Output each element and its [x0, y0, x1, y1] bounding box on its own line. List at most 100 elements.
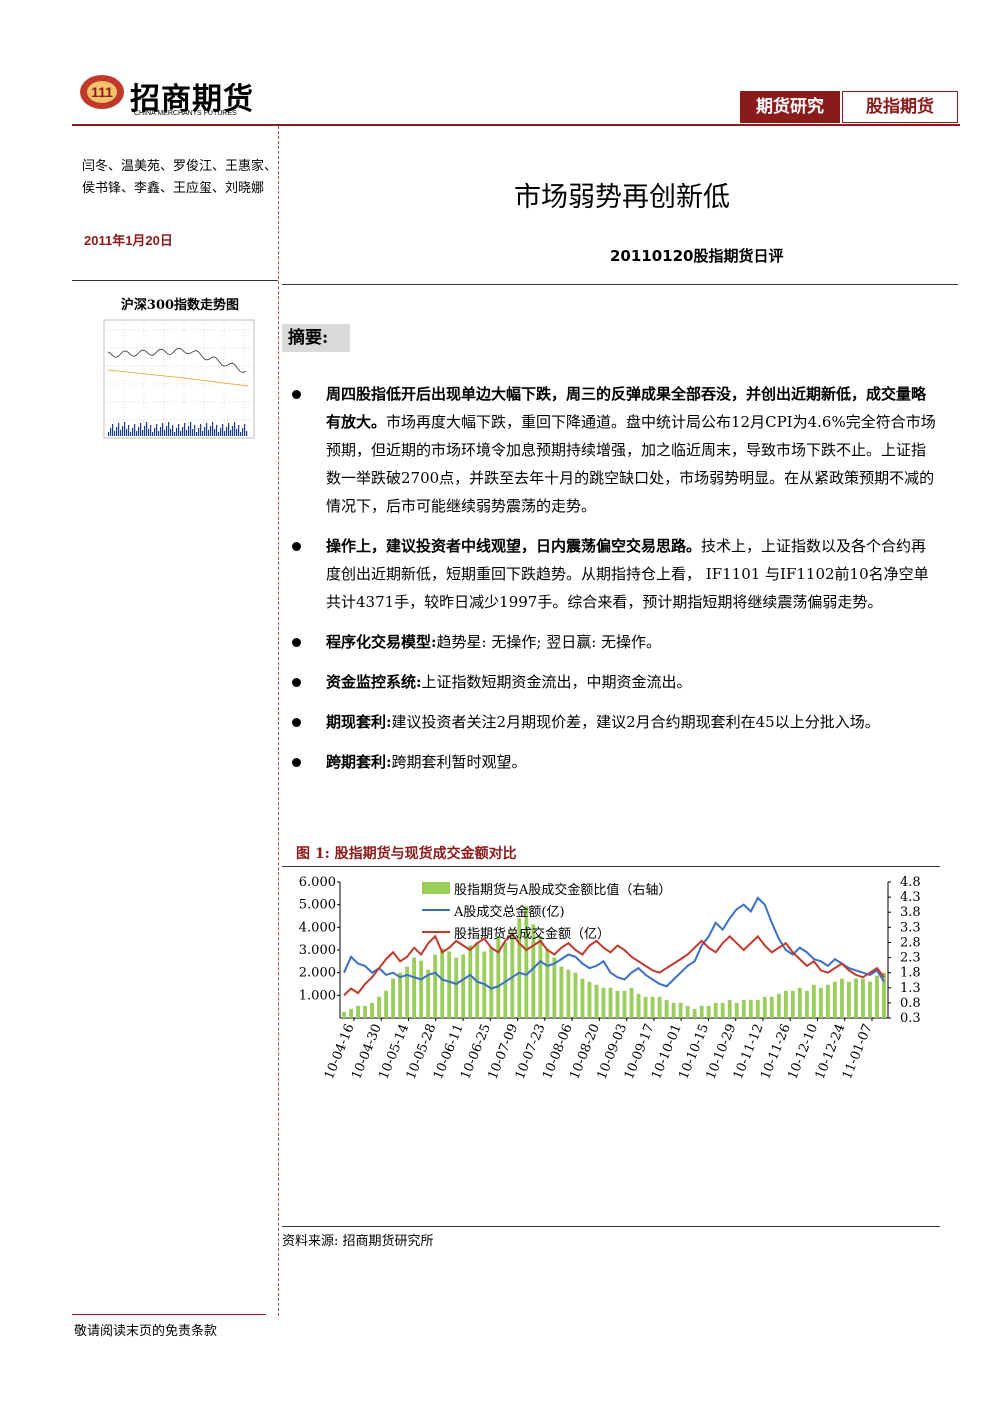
thumb-volume-bar: [246, 431, 248, 436]
thumb-volume-bar: [224, 431, 226, 436]
thumb-volume-bar: [222, 424, 224, 436]
ratio-bar: [699, 1005, 704, 1018]
thumbnail-title: 沪深300指数走势图: [120, 298, 240, 313]
ratio-bar: [861, 978, 865, 1018]
ratio-bar: [685, 1005, 690, 1018]
thumb-volume-bar: [116, 427, 118, 436]
ratio-bar: [811, 984, 816, 1018]
thumb-volume-bar: [184, 423, 186, 436]
ratio-bar: [615, 990, 620, 1018]
thumb-volume-bar: [200, 424, 202, 436]
ratio-bar: [370, 1002, 374, 1018]
thumb-volume-bar: [196, 432, 198, 436]
y-right-tick-label: 1.8: [900, 966, 921, 981]
ratio-bar: [769, 996, 774, 1018]
ratio-bar: [629, 987, 634, 1018]
thumb-volume-bar: [108, 432, 110, 436]
thumb-volume-bar: [182, 427, 184, 436]
figure-title: 图 1: 股指期货与现货成交金额对比: [296, 846, 517, 862]
figure-source: 资料来源: 招商期货研究所: [282, 1234, 434, 1249]
thumb-volume-bar: [244, 424, 246, 436]
thumb-volume-bar: [160, 427, 162, 436]
ratio-bar: [587, 981, 592, 1018]
thumb-volume-bar: [166, 426, 168, 436]
thumb-volume-bar: [172, 425, 174, 436]
ratio-bar: [559, 966, 564, 1018]
thumb-volume-bar: [242, 428, 244, 436]
thumb-price-line: [107, 347, 247, 373]
ratio-bar: [875, 975, 879, 1018]
thumb-volume-bar: [110, 428, 112, 436]
ratio-bar: [496, 936, 501, 1018]
thumb-volume-bar: [226, 427, 228, 436]
thumb-volume-bar: [180, 431, 182, 436]
thumb-volume-bar: [146, 422, 148, 436]
thumb-volume-bar: [220, 428, 222, 436]
y-right-tick-label: 3.8: [900, 905, 921, 920]
thumb-volume-bar: [150, 425, 152, 436]
ratio-bar: [503, 942, 508, 1018]
ratio-bar: [622, 990, 627, 1018]
company-english-name: CHINA MERCHANTS FUTURES: [134, 110, 237, 117]
company-name: 招商期货: [130, 82, 254, 117]
bullet-lead: 操作上，建议投资者中线观望，日内震荡偏空交易思路。: [326, 537, 702, 555]
bullet-body: 跨期套利暂时观望。: [391, 753, 527, 771]
ratio-bar: [573, 972, 578, 1018]
thumb-volume-bar: [114, 431, 116, 436]
ratio-bar: [832, 981, 837, 1018]
ratio-bar: [531, 924, 536, 1018]
list-item: 操作上，建议投资者中线观望，日内震荡偏空交易思路。技术上，上证指数以及各个合约再…: [286, 532, 940, 616]
thumb-volume-bar: [186, 430, 188, 436]
ratio-bar: [349, 1008, 353, 1018]
bullet-lead: 程序化交易模型:: [326, 633, 437, 651]
ratio-bar: [657, 996, 662, 1018]
y-right-tick-label: 4.3: [900, 890, 921, 905]
bullet-icon: [292, 758, 301, 767]
ratio-bar: [608, 987, 613, 1018]
ratio-bar: [776, 993, 781, 1018]
thumb-volume-bar: [194, 425, 196, 436]
y-right-tick-label: 2.3: [900, 951, 921, 966]
ratio-bar: [426, 969, 431, 1018]
ratio-bar: [433, 954, 438, 1018]
ratio-bar: [804, 990, 809, 1018]
thumb-volume-bar: [176, 428, 178, 436]
thumb-volume-bar: [122, 426, 124, 436]
ratio-bar: [854, 978, 858, 1018]
ratio-bar: [643, 996, 648, 1018]
author-list: 闫冬、温美苑、罗俊江、王惠家、侯书锋、李鑫、王应玺、刘晓娜: [82, 159, 278, 196]
ratio-bar: [678, 1002, 683, 1018]
summary-list: 周四股指低开后出现单边大幅下跌，周三的反弹成果全部吞没，并创出近期新低，成交量略…: [286, 380, 940, 788]
bullet-icon: [292, 390, 301, 399]
thumb-volume-bar: [208, 430, 210, 436]
ratio-bar: [706, 1005, 711, 1018]
figure-top-rule: [282, 866, 940, 867]
thumb-volume-bar: [178, 424, 180, 436]
ratio-bar: [825, 984, 830, 1018]
thumb-volume-bar: [156, 424, 158, 436]
ratio-bar: [748, 999, 753, 1018]
list-item: 程序化交易模型:趋势星: 无操作; 翌日赢: 无操作。: [286, 628, 940, 656]
legend-label: 股指期货与A股成交金额比值（右轴）: [454, 882, 671, 898]
thumb-volume-bar: [158, 431, 160, 436]
ratio-bar: [882, 972, 886, 1018]
thumb-volume-bar: [136, 431, 138, 436]
y-right-tick-label: 4.8: [900, 875, 921, 890]
thumb-volume-bar: [154, 428, 156, 436]
bullet-lead: 资金监控系统:: [326, 673, 422, 691]
thumb-volume-bar: [168, 422, 170, 436]
bullet-icon: [292, 638, 301, 647]
thumb-frame: [103, 319, 255, 439]
footer-rule: [72, 1314, 266, 1315]
thumb-volume-bar: [112, 424, 114, 436]
ratio-bar: [847, 981, 851, 1018]
sidebar-divider: [72, 280, 278, 281]
tag-index-futures: 股指期货: [842, 91, 958, 123]
bullet-icon: [292, 678, 301, 687]
ratio-bar: [489, 948, 494, 1018]
y-right-tick-label: 2.8: [900, 935, 921, 950]
ratio-bar: [720, 1002, 725, 1018]
thumb-volume-bar: [134, 424, 136, 436]
ratio-bar: [447, 951, 452, 1018]
thumb-volume-bar: [124, 422, 126, 436]
